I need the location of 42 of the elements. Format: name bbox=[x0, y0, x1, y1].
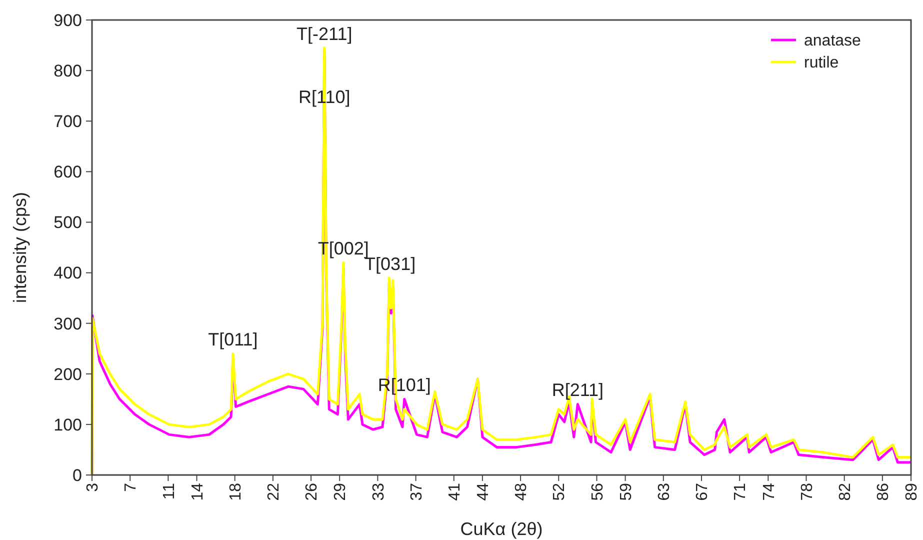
y-tick-label: 400 bbox=[54, 264, 82, 283]
x-tick-label: 14 bbox=[189, 482, 206, 501]
x-tick-label: 22 bbox=[266, 482, 283, 501]
y-tick-label: 600 bbox=[54, 162, 82, 182]
x-tick-label: 67 bbox=[694, 482, 712, 501]
annotation: T[-211] bbox=[296, 24, 352, 44]
y-tick-label: 300 bbox=[54, 314, 82, 334]
y-tick-label: 500 bbox=[54, 213, 82, 232]
x-tick-label: 56 bbox=[589, 482, 606, 501]
y-tick-label: 0 bbox=[72, 466, 82, 485]
x-tick-label: 59 bbox=[618, 482, 635, 501]
x-axis-title: CuKα (2θ) bbox=[460, 519, 543, 539]
y-tick-label: 200 bbox=[54, 364, 82, 384]
x-tick-label: 52 bbox=[551, 482, 568, 501]
x-tick-label: 74 bbox=[760, 482, 778, 501]
legend-label: rutile bbox=[804, 54, 839, 72]
x-tick-label: 37 bbox=[408, 482, 426, 501]
x-tick-label: 82 bbox=[836, 482, 854, 501]
x-tick-label: 89 bbox=[904, 482, 921, 501]
x-tick-label: 3 bbox=[84, 482, 102, 492]
y-tick-label: 900 bbox=[54, 10, 82, 30]
x-tick-label: 33 bbox=[370, 482, 388, 501]
x-tick-label: 18 bbox=[227, 482, 244, 501]
y-axis-title: intensity (cps) bbox=[10, 192, 30, 304]
x-tick-label: 86 bbox=[875, 482, 892, 501]
x-tick-label: 26 bbox=[304, 482, 321, 501]
legend-label: anatase bbox=[804, 32, 862, 50]
x-tick-label: 29 bbox=[332, 482, 350, 501]
x-tick-label: 44 bbox=[475, 482, 492, 501]
y-tick-label: 700 bbox=[54, 112, 82, 132]
y-tick-label: 800 bbox=[54, 62, 82, 81]
x-tick-label: 63 bbox=[656, 482, 673, 501]
x-tick-label: 41 bbox=[446, 482, 464, 501]
x-tick-label: 78 bbox=[798, 482, 816, 501]
x-tick-label: 7 bbox=[122, 482, 140, 492]
x-tick-label: 11 bbox=[160, 482, 178, 500]
y-tick-label: 100 bbox=[54, 415, 82, 434]
annotation: T[031] bbox=[364, 254, 416, 274]
annotation: R[211] bbox=[552, 380, 604, 400]
annotation: T[011] bbox=[208, 330, 258, 350]
x-tick-label: 48 bbox=[513, 482, 530, 501]
x-tick-label: 71 bbox=[732, 482, 750, 501]
